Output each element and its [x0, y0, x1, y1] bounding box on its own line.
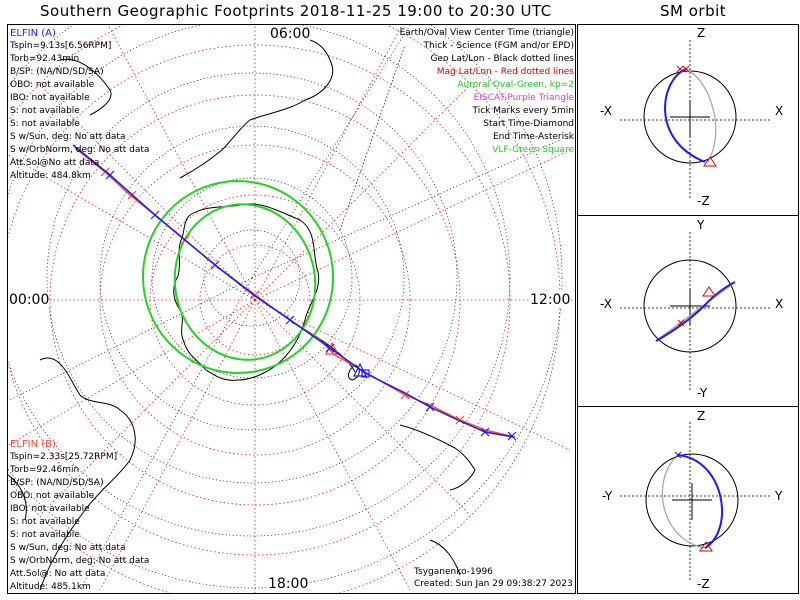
orbit2-top: Y: [697, 218, 705, 232]
terminator-line: [339, 44, 406, 231]
orbit1-right: X: [775, 104, 784, 118]
elfin-a-line: Tspin=9.13s[6.56RPM]: [10, 41, 112, 51]
elfin-b-line: Altitude: 485.1km: [10, 582, 91, 592]
hour-right: 12:00: [530, 292, 571, 308]
legend-item: Geo Lat/Lon - Black dotted lines: [430, 54, 574, 64]
elfin-b-line: S: not available: [10, 517, 80, 527]
orbit-panel-yz: [620, 422, 770, 582]
elfin-b-line: S w/OrbNorm, deg: No att data: [10, 556, 150, 566]
hour-bottom: 18:00: [268, 576, 309, 592]
legend-item: Thick - Science (FGM and/or EPD): [423, 41, 574, 51]
credits-created: Created: Sun Jan 29 09:38:27 2023: [414, 579, 573, 589]
elfin-a-line: S w/Sun, deg: No att data: [10, 132, 126, 142]
elfin-a-line: S: not available: [10, 106, 80, 116]
legend-item: Start Time-Diamond: [483, 119, 574, 129]
page-title: Southern Geographic Footprints 2018-11-2…: [40, 2, 552, 20]
australia-coast: [179, 29, 333, 179]
orbit3-bottom: -Z: [697, 577, 710, 591]
elfin-b-line: S w/Sun, deg: No att data: [10, 543, 126, 553]
elfin-b-line: S: not available: [10, 530, 80, 540]
africa-coast: [39, 357, 136, 591]
elfin-b-line: Torb=92.46min: [10, 465, 80, 475]
coastlines: [8, 29, 476, 591]
legend-item: EISCAT-Purple Triangle: [473, 93, 574, 103]
orbit1-left: -X: [600, 104, 612, 118]
map-frame: [7, 24, 576, 594]
south-america-tip: [399, 424, 476, 491]
antarctica-outline: [173, 203, 320, 381]
elfin-b-line: Att.Sol@: No att data: [10, 569, 106, 579]
mag-lon-lines: [8, 25, 575, 593]
geo-lon-lines: [9, 25, 561, 591]
elfin-a-info: ELFIN (A) Tspin=9.13s[6.56RPM] Torb=92.4…: [10, 27, 149, 183]
elfin-a-line: Torb=92.43min: [10, 54, 80, 64]
elfin-b-line: Tspin=2.33s[25.72RPM]: [10, 452, 118, 462]
elfin-b-line: OBO: not available: [10, 491, 95, 501]
orbit2-bottom: -Y: [697, 386, 708, 400]
elfin-a-line: IBO: not available: [10, 93, 90, 103]
orbit-divider-1: [577, 215, 799, 216]
legend-item: End Time-Asterisk: [492, 132, 574, 142]
legend: Earth/Oval View Center Time (triangle) T…: [400, 27, 574, 157]
geo-lat-lines: [8, 25, 563, 589]
elfin-a-line: S: not available: [10, 119, 80, 129]
elfin-b-name: ELFIN (B): [10, 439, 56, 450]
legend-item: Auroral Oval-Green, kp=2: [457, 80, 574, 90]
legend-item: Tick Marks every 5min: [472, 106, 574, 116]
elfin-a-name: ELFIN (A): [10, 28, 56, 39]
orbit2-left: -X: [600, 297, 612, 311]
orbit-frame: [577, 24, 799, 594]
credits-author: Tsyganenko-1996: [414, 567, 493, 577]
orbit2-right: X: [775, 297, 784, 311]
auroral-oval: [141, 180, 335, 374]
legend-item: Earth/Oval View Center Time (triangle): [399, 28, 574, 38]
orbit3-top: Z: [697, 409, 706, 423]
hour-top: 06:00: [270, 26, 311, 42]
elfin-a-line: OBO: not available: [10, 80, 95, 90]
hour-left: 00:00: [9, 292, 50, 308]
elfin-a-track: [72, 144, 517, 441]
elfin-a-line: Altitude: 484.8km: [10, 171, 91, 181]
elfin-b-line: IBO: not available: [10, 504, 90, 514]
orbit-divider-2: [577, 406, 799, 407]
legend-item: Mag Lat/Lon - Red dotted lines: [436, 67, 574, 77]
elfin-a-line: S w/OrbNorm, deg: No att data: [10, 145, 150, 155]
orbit-title: SM orbit: [660, 2, 727, 20]
orbit1-bottom: -Z: [697, 194, 710, 208]
nz-islands: [59, 58, 112, 116]
orbit-panel-xy: [620, 232, 770, 390]
elfin-b-line: B/SP: (NA/ND/SD/SA): [10, 478, 104, 488]
legend-item: VLF-Green Square: [492, 145, 574, 155]
orbit-panel-xz: [620, 40, 770, 200]
elfin-a-line: Att.Sol@No att data: [10, 158, 100, 168]
madagascar: [8, 474, 27, 521]
orbit3-left: -Y: [602, 489, 613, 503]
orbit1-top: Z: [697, 26, 706, 40]
orbit3-right: Y: [775, 489, 783, 503]
falklands: [429, 539, 461, 576]
elfin-a-line: B/SP: (NA/ND/SD/SA): [10, 67, 104, 77]
elfin-b-info: ELFIN (B) Tspin=2.33s[25.72RPM] Torb=92.…: [10, 438, 149, 594]
